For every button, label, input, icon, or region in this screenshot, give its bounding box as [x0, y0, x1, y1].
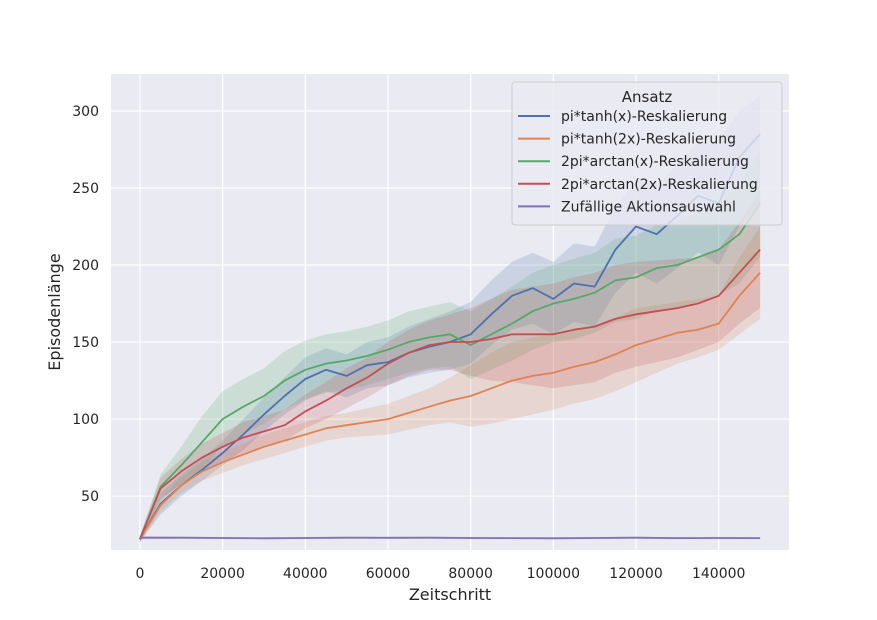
x-tick-label: 60000	[366, 566, 411, 582]
x-tick-label: 140000	[692, 566, 745, 582]
y-axis-ticks: 50 100 150 200 250 300	[72, 104, 99, 505]
x-tick-label: 0	[135, 566, 144, 582]
y-tick-label: 300	[72, 104, 99, 120]
legend-label: 2pi*arctan(x)-Reskalierung	[561, 154, 749, 170]
legend-box	[511, 81, 783, 226]
y-tick-label: 100	[72, 412, 99, 428]
series-band-3	[139, 191, 761, 543]
x-tick-label: 120000	[609, 566, 662, 582]
x-tick-label: 20000	[200, 566, 245, 582]
plot-area	[139, 95, 761, 543]
series-line-3	[139, 248, 761, 540]
series-line-2	[139, 202, 761, 540]
y-tick-label: 150	[72, 335, 99, 351]
legend-label: pi*tanh(x)-Reskalierung	[561, 109, 727, 125]
series-line-1	[139, 272, 761, 540]
y-tick-label: 250	[72, 181, 99, 197]
legend-label: 2pi*arctan(2x)-Reskalierung	[561, 177, 758, 193]
y-axis-label: Episodenlänge	[45, 253, 64, 370]
legend-label: Zufällige Aktionsauswahl	[561, 199, 736, 215]
x-tick-label: 40000	[283, 566, 328, 582]
x-axis-ticks: 0 20000 40000 60000 80000 100000 120000 140000	[135, 566, 745, 582]
legend-items: pi*tanh(x)-Reskalierung pi*tanh(2x)-Reska…	[518, 109, 758, 215]
series-line-4	[139, 536, 761, 540]
legend: Ansatz pi*tanh(x)-Reskalierung pi*tanh(2x…	[511, 81, 783, 226]
x-axis-label: Zeitschritt	[409, 585, 491, 604]
series-band-1	[139, 226, 761, 543]
series-band-0	[139, 95, 761, 543]
y-tick-label: 200	[72, 258, 99, 274]
series-band-2	[139, 149, 761, 543]
y-tick-label: 50	[81, 489, 99, 505]
legend-title: Ansatz	[622, 88, 673, 106]
x-tick-label: 100000	[527, 566, 580, 582]
x-tick-label: 80000	[448, 566, 493, 582]
legend-label: pi*tanh(2x)-Reskalierung	[561, 132, 736, 148]
